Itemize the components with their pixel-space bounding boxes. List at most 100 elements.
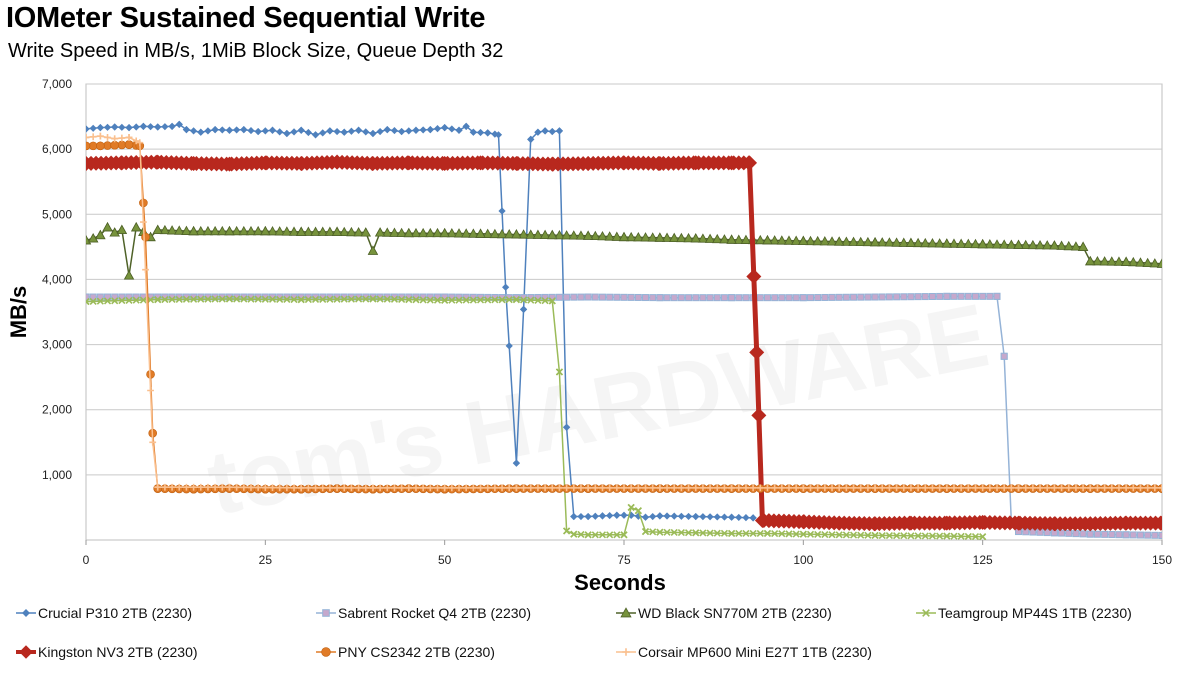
- series-path: [86, 298, 983, 538]
- data-point: [527, 484, 535, 492]
- data-point: [548, 484, 556, 492]
- data-point: [118, 123, 126, 131]
- data-point: [776, 235, 787, 245]
- data-point: [254, 484, 262, 491]
- data-point: [656, 484, 664, 492]
- data-point: [461, 228, 472, 238]
- data-point: [862, 236, 874, 247]
- data-point: [1013, 239, 1024, 249]
- data-point: [1115, 531, 1123, 539]
- data-point: [785, 530, 793, 538]
- data-point: [749, 529, 757, 538]
- data-point: [570, 293, 578, 301]
- data-point: [290, 128, 298, 136]
- data-point: [1006, 239, 1017, 249]
- data-point: [532, 229, 544, 239]
- data-point: [934, 238, 945, 248]
- data-point: [885, 532, 893, 540]
- data-point: [401, 155, 417, 171]
- data-point: [348, 484, 355, 492]
- data-point: [96, 132, 104, 140]
- data-point: [455, 484, 463, 492]
- data-point: [1077, 241, 1089, 251]
- data-point: [814, 484, 822, 492]
- data-point: [154, 296, 162, 304]
- data-point: [274, 226, 285, 236]
- data-point: [842, 531, 850, 539]
- data-point: [88, 141, 98, 151]
- data-point: [812, 235, 823, 246]
- data-point: [914, 293, 922, 301]
- data-point: [209, 225, 221, 236]
- data-point: [893, 293, 901, 301]
- data-point: [233, 295, 241, 303]
- data-point: [986, 484, 994, 492]
- data-point: [964, 484, 972, 492]
- data-point: [799, 484, 807, 492]
- data-point: [1063, 240, 1074, 251]
- data-point: [254, 295, 262, 303]
- data-point: [118, 297, 126, 305]
- data-point: [577, 512, 585, 521]
- data-point: [346, 226, 357, 237]
- data-point: [979, 533, 987, 540]
- legend-item: Kingston NV3 2TB (2230): [16, 644, 198, 660]
- data-point: [326, 484, 334, 492]
- data-point: [799, 294, 807, 302]
- data-point: [663, 528, 671, 536]
- x-tick-label: 125: [973, 553, 993, 567]
- data-point: [1101, 530, 1109, 538]
- data-point: [1058, 529, 1066, 537]
- data-point: [518, 229, 529, 239]
- data-point: [233, 126, 241, 134]
- data-point: [147, 387, 154, 394]
- data-point: [754, 512, 770, 528]
- data-point: [728, 484, 735, 492]
- data-point: [590, 230, 601, 241]
- data-point: [111, 123, 119, 131]
- data-point: [86, 155, 94, 171]
- data-point: [663, 294, 671, 302]
- data-point: [1142, 257, 1153, 268]
- x-tick-label: 100: [793, 553, 813, 567]
- data-point: [319, 484, 327, 492]
- data-point: [835, 293, 843, 301]
- data-point: [792, 530, 800, 538]
- data-point: [296, 226, 307, 236]
- data-point: [950, 532, 958, 540]
- data-point: [211, 295, 219, 303]
- data-point: [484, 129, 492, 137]
- data-point: [886, 484, 893, 492]
- data-point: [1027, 239, 1039, 250]
- data-point: [606, 531, 614, 539]
- data-point: [360, 227, 371, 237]
- data-point: [505, 484, 513, 492]
- series-line: [86, 295, 987, 540]
- data-point: [618, 231, 630, 242]
- x-tick-label: 50: [438, 553, 452, 567]
- data-point: [382, 227, 393, 237]
- data-point: [900, 532, 908, 540]
- data-point: [556, 484, 563, 492]
- data-point: [554, 229, 565, 240]
- data-point: [437, 155, 453, 171]
- data-point: [541, 127, 549, 135]
- data-point: [505, 342, 513, 350]
- data-point: [365, 155, 381, 171]
- data-point: [577, 484, 585, 492]
- data-point: [720, 513, 729, 521]
- data-point: [405, 296, 413, 304]
- data-point: [1000, 484, 1008, 492]
- data-point: [893, 532, 901, 540]
- data-point: [771, 294, 779, 302]
- data-point: [225, 126, 234, 134]
- data-point: [826, 236, 838, 246]
- data-point: [963, 238, 974, 248]
- data-point: [175, 120, 183, 128]
- legend-item: Corsair MP600 Mini E27T 1TB (2230): [616, 644, 872, 660]
- data-point: [462, 296, 470, 304]
- data-point: [568, 230, 579, 240]
- data-point: [383, 484, 391, 492]
- data-point: [654, 232, 666, 242]
- data-point: [591, 531, 599, 539]
